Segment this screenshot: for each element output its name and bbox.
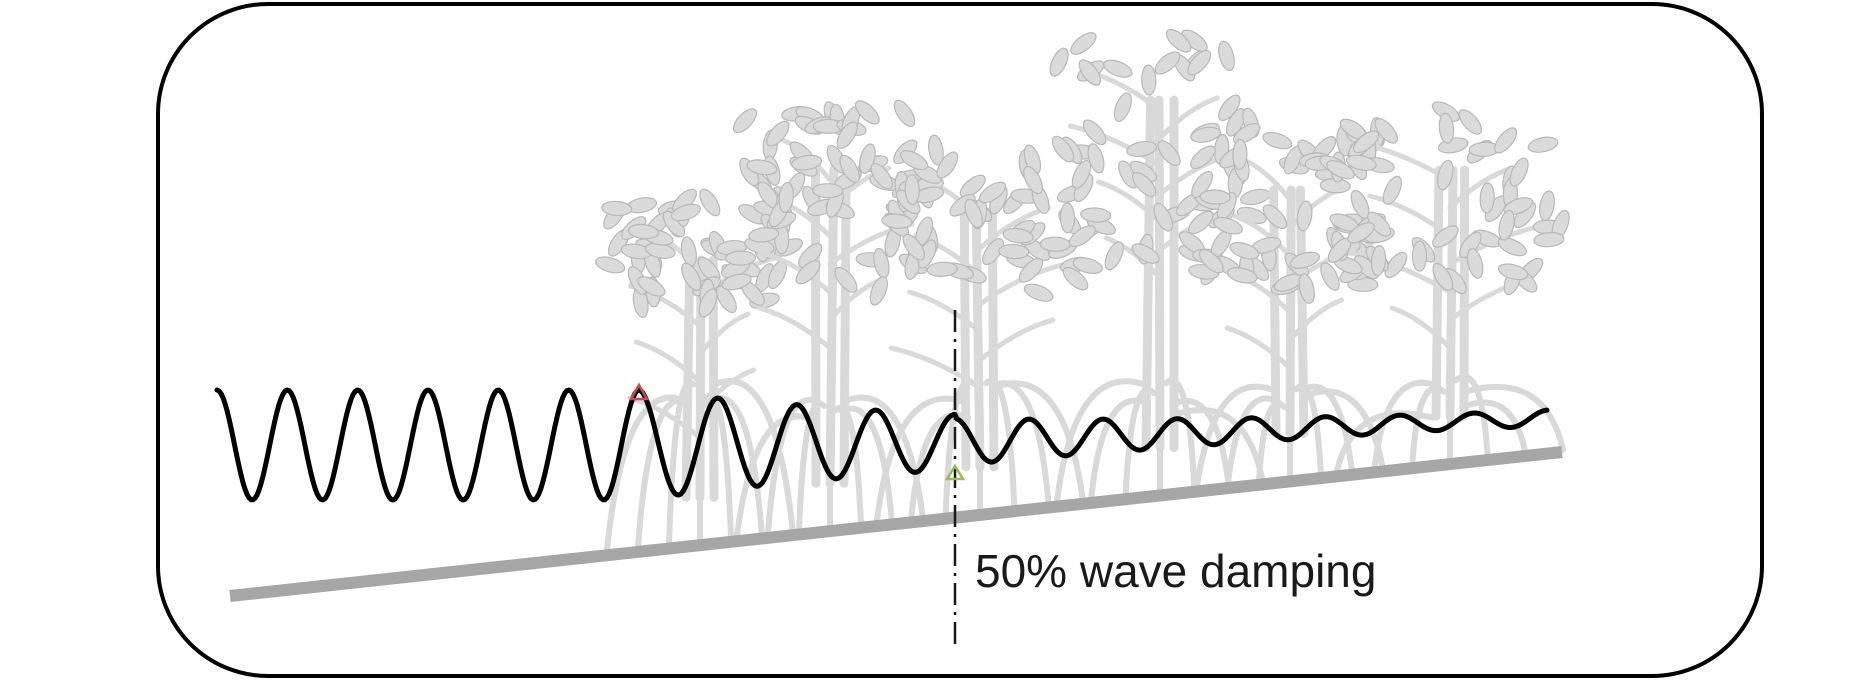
triangle-up-icon — [944, 463, 966, 481]
damping-label: 50% wave damping — [975, 545, 1376, 597]
wave-line — [214, 387, 1550, 503]
mangrove-forest — [595, 29, 1570, 553]
sloping-seabed — [229, 446, 1563, 602]
triangle-up-icon — [628, 382, 650, 401]
